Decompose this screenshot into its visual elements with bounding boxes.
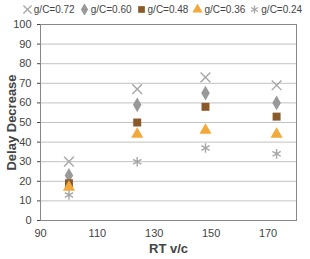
svg-text:10: 10 xyxy=(19,194,31,206)
svg-text:100: 100 xyxy=(13,18,31,30)
svg-text:Delay Decrease: Delay Decrease xyxy=(4,74,19,170)
html-text:g/C=0.36: g/C=0.36 xyxy=(204,3,246,15)
svg-text:0: 0 xyxy=(25,214,31,226)
svg-text:40: 40 xyxy=(19,136,31,148)
html-text:g/C=0.48: g/C=0.48 xyxy=(147,3,189,15)
svg-text:150: 150 xyxy=(202,227,220,239)
svg-text:110: 110 xyxy=(89,227,107,239)
svg-text:70: 70 xyxy=(19,77,31,89)
svg-text:90: 90 xyxy=(19,38,31,50)
html-text:g/C=0.72: g/C=0.72 xyxy=(33,3,75,15)
svg-text:30: 30 xyxy=(19,155,31,167)
svg-text:60: 60 xyxy=(19,96,31,108)
svg-text:80: 80 xyxy=(19,57,31,69)
svg-text:50: 50 xyxy=(19,116,31,128)
html-text:g/C=0.60: g/C=0.60 xyxy=(90,3,132,15)
svg-text:20: 20 xyxy=(19,175,31,187)
svg-text:130: 130 xyxy=(145,227,163,239)
svg-text:RT v/c: RT v/c xyxy=(149,241,188,256)
svg-text:90: 90 xyxy=(34,227,46,239)
html-text:g/C=0.24: g/C=0.24 xyxy=(261,3,303,15)
svg-text:170: 170 xyxy=(259,227,277,239)
